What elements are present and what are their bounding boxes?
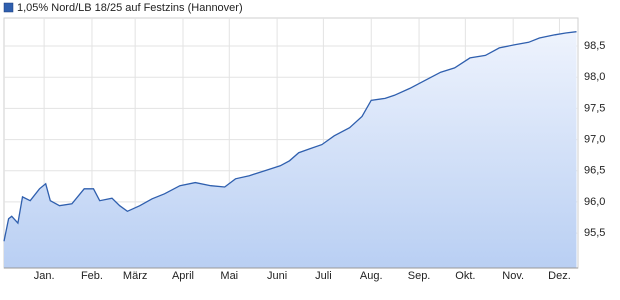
legend-label: 1,05% Nord/LB 18/25 auf Festzins (Hannov…	[17, 2, 243, 14]
y-tick-label: 98,0	[584, 71, 605, 83]
x-tick-label: Dez.	[548, 270, 571, 282]
area	[4, 31, 577, 269]
y-tick-label: 97,0	[584, 133, 605, 145]
legend-swatch	[3, 2, 14, 13]
x-tick-label: April	[172, 270, 194, 282]
x-tick-label: Okt.	[455, 270, 475, 282]
x-tick-label: Nov.	[502, 270, 524, 282]
y-tick-label: 96,0	[584, 196, 605, 208]
y-tick-label: 96,5	[584, 165, 605, 177]
y-tick-label: 97,5	[584, 102, 605, 114]
x-tick-label: Jan.	[34, 270, 55, 282]
x-tick-label: Sep.	[408, 270, 431, 282]
x-tick-label: Juli	[315, 270, 332, 282]
y-tick-label: 95,5	[584, 227, 605, 239]
y-tick-label: 98,5	[584, 40, 605, 52]
x-tick-label: Aug.	[360, 270, 383, 282]
x-tick-label: Feb.	[81, 270, 103, 282]
line	[3, 31, 577, 242]
x-tick-label: März	[123, 270, 147, 282]
x-tick-label: Juni	[267, 270, 287, 282]
x-tick-label: Mai	[220, 270, 238, 282]
